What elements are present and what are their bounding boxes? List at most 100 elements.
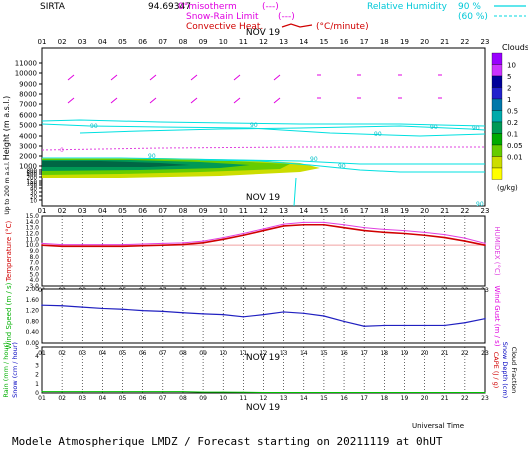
legend-rh-90: 90 % xyxy=(458,2,481,12)
rain-top-hour-15: 15 xyxy=(320,350,328,357)
wind-speed-point-17 xyxy=(383,324,386,327)
footer-xlabel: Universal Time xyxy=(412,422,464,430)
temp-series-1-point-4 xyxy=(121,243,124,246)
wind-speed-point-3 xyxy=(101,307,104,310)
temp-series-1-point-13 xyxy=(302,221,305,224)
rain-point-22 xyxy=(484,391,486,394)
temp-series-0-point-1 xyxy=(61,245,63,248)
rain-bottom-hour-20: 20 xyxy=(421,395,429,402)
clouds-top-hour-16: 16 xyxy=(340,38,349,46)
clouds-bottom-hour-23: 23 xyxy=(481,207,490,215)
legend-convective-unit: (°C/minute) xyxy=(316,22,369,32)
clouds-ytick-label-6: 5000 xyxy=(19,122,37,130)
temp-series-1-point-7 xyxy=(182,242,184,244)
rain-top-hour-22: 22 xyxy=(461,350,469,357)
temp-series-0-point-15 xyxy=(343,226,345,229)
rain-top-hour-05: 05 xyxy=(119,350,127,357)
isotherm-label: 0 xyxy=(60,147,64,154)
wind-speed-point-10 xyxy=(242,316,245,318)
rh-contour-label-8: 90 xyxy=(310,156,318,163)
clouds-top-hour-11: 11 xyxy=(239,38,248,46)
clouds-ytick-label-11: 800 xyxy=(27,169,38,175)
temp-series-0-point-2 xyxy=(81,245,84,248)
temp-ytick-label-9: 6.0 xyxy=(29,266,39,273)
temp-series-0-point-11 xyxy=(262,229,265,232)
rain-bottom-hour-03: 03 xyxy=(78,395,86,402)
rain-bottom-hour-02: 02 xyxy=(58,395,66,402)
wind-barb-4-1 xyxy=(233,97,241,104)
wind-barb-3-0 xyxy=(190,74,198,81)
clouds-top-hour-06: 06 xyxy=(138,38,147,46)
temp-series-1-point-20 xyxy=(443,233,446,236)
temp-series-0-point-22 xyxy=(484,244,486,246)
legend-snow-rain: Snow-Rain Limit xyxy=(186,12,259,22)
rh-contour-label-4: 90 xyxy=(338,163,346,170)
clouds-ytick-label-12: 600 xyxy=(27,171,38,177)
rain-bottom-hour-12: 12 xyxy=(260,395,268,402)
rh-contour-4 xyxy=(199,159,485,173)
temp-series-0-point-6 xyxy=(162,244,164,246)
temp-ytick-label-11: 4.0 xyxy=(29,277,39,284)
wind-barb-1-0 xyxy=(110,74,118,81)
temp-ytick-label-10: 5.0 xyxy=(29,271,39,278)
colorbar-label-5: 0.2 xyxy=(507,119,518,127)
wind-y2label: Wind Gust (m / s) xyxy=(493,285,501,346)
clouds-ytick-label-0: 11000 xyxy=(15,60,37,68)
clouds-date-label: NOV 19 xyxy=(246,28,280,38)
clouds-bottom-hour-07: 07 xyxy=(158,207,167,215)
wind-speed-point-7 xyxy=(182,311,184,314)
colorbar-unit: (g/kg) xyxy=(497,184,518,192)
footer-title: Modele Atmospherique LMDZ / Forecast sta… xyxy=(12,435,443,448)
colorbar-swatch-9 xyxy=(491,156,503,169)
rain-bottom-hour-04: 04 xyxy=(99,395,107,402)
rain-point-19 xyxy=(423,391,426,394)
temp-series-0-point-17 xyxy=(383,231,386,234)
rain-top-hour-06: 06 xyxy=(139,350,147,357)
clouds-bottom-hour-10: 10 xyxy=(219,207,228,215)
temp-series-1-point-15 xyxy=(343,223,345,226)
rh-contour-label-5: 90 xyxy=(374,131,382,138)
rain-y2label2: Snow Depth (cm) xyxy=(501,342,509,398)
clouds-ytick-label-7: 4000 xyxy=(19,133,37,141)
rain-top-hour-23: 23 xyxy=(481,350,489,357)
rain-bottom-hour-14: 14 xyxy=(300,395,308,402)
rain-top-hour-20: 20 xyxy=(421,350,429,357)
clouds-top-hour-21: 21 xyxy=(440,38,449,46)
clouds-bottom-hour-21: 21 xyxy=(440,207,449,215)
clouds-bottom-hour-06: 06 xyxy=(138,207,147,215)
temp-series-1-point-17 xyxy=(383,228,386,231)
temp-series-1-point-1 xyxy=(61,243,63,246)
rain-point-21 xyxy=(464,391,466,394)
temp-ytick-label-8: 7.0 xyxy=(29,260,39,267)
rain-point-15 xyxy=(343,391,345,394)
clouds-bottom-hour-03: 03 xyxy=(78,207,87,215)
wind-barb-0-0 xyxy=(67,74,75,81)
clouds-top-hour-02: 02 xyxy=(58,38,67,46)
wind-speed-point-19 xyxy=(423,324,426,327)
wind-speed-point-8 xyxy=(202,313,204,315)
rain-top-hour-13: 13 xyxy=(280,350,288,357)
rain-bottom-hour-21: 21 xyxy=(441,395,449,402)
clouds-bottom-hour-13: 13 xyxy=(279,207,288,215)
wind-barb-2-1 xyxy=(149,97,157,104)
clouds-bottom-hour-09: 09 xyxy=(199,207,208,215)
rain-ylabel2: Snow (cm / hour) xyxy=(11,342,19,398)
clouds-top-hour-08: 08 xyxy=(178,38,187,46)
colorbar-label-3: 1 xyxy=(507,96,511,104)
wind-speed-point-5 xyxy=(141,309,144,312)
wind-speed-point-0 xyxy=(41,304,43,307)
rain-point-2 xyxy=(81,391,83,393)
temp-series-1-point-6 xyxy=(162,242,164,245)
footer-date-label: NOV 19 xyxy=(246,403,280,413)
rain-point-4 xyxy=(121,391,124,393)
rain-bottom-hour-05: 05 xyxy=(119,395,127,402)
rain-bottom-hour-15: 15 xyxy=(320,395,328,402)
wind-ytick-label-3: 0.80 xyxy=(26,318,40,325)
clouds-bottom-hour-01: 01 xyxy=(38,207,47,215)
rain-top-hour-16: 16 xyxy=(340,350,348,357)
rain-point-17 xyxy=(383,391,385,394)
rain-bottom-hour-06: 06 xyxy=(139,395,147,402)
colorbar-label-6: 0.1 xyxy=(507,131,518,139)
clouds-bottom-hour-17: 17 xyxy=(360,207,369,215)
